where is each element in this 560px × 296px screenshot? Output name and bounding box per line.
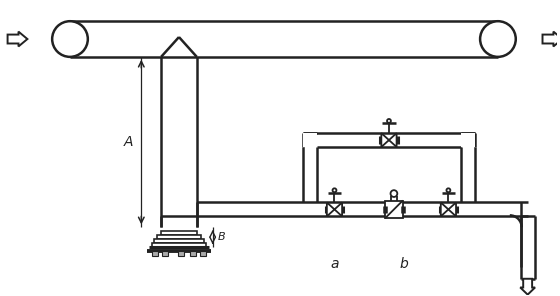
- Bar: [200, 251, 206, 256]
- Bar: [178, 251, 184, 256]
- Polygon shape: [381, 133, 389, 147]
- Circle shape: [446, 188, 450, 192]
- Bar: [157, 235, 200, 239]
- Bar: [461, 133, 475, 147]
- Polygon shape: [441, 202, 449, 216]
- Circle shape: [390, 190, 397, 197]
- Text: a: a: [330, 257, 339, 271]
- Polygon shape: [334, 202, 342, 216]
- Bar: [152, 243, 206, 247]
- Text: b: b: [399, 257, 408, 271]
- Polygon shape: [8, 32, 27, 46]
- Bar: [303, 133, 316, 147]
- Circle shape: [333, 188, 337, 192]
- Polygon shape: [327, 202, 334, 216]
- Text: A: A: [124, 135, 133, 149]
- Text: B: B: [218, 232, 225, 242]
- Polygon shape: [449, 202, 456, 216]
- Circle shape: [52, 21, 88, 57]
- Circle shape: [387, 119, 391, 123]
- Polygon shape: [389, 133, 396, 147]
- Bar: [154, 239, 204, 243]
- Polygon shape: [520, 279, 535, 295]
- Bar: [162, 251, 168, 256]
- Circle shape: [480, 21, 516, 57]
- Bar: [161, 231, 197, 235]
- Polygon shape: [543, 32, 560, 46]
- Bar: [152, 251, 158, 256]
- Bar: [385, 200, 403, 218]
- Bar: [190, 251, 196, 256]
